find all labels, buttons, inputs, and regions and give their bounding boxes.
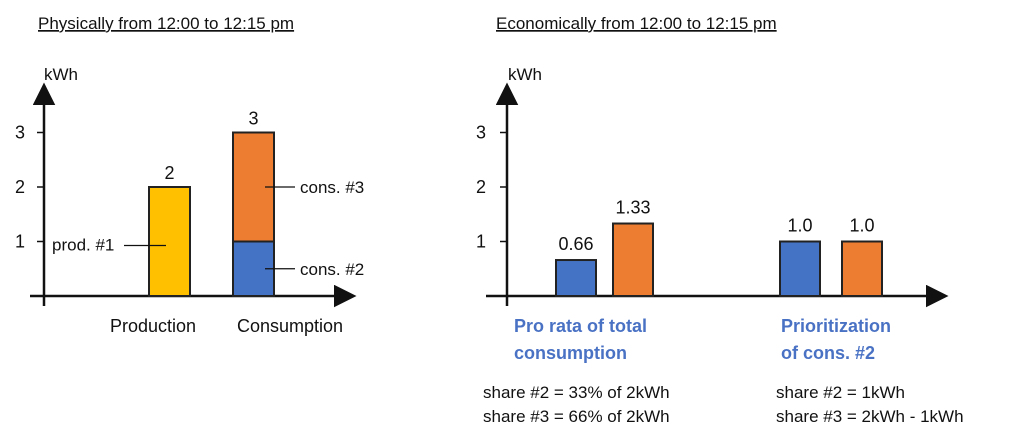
chart-marks: 1 2 3 2 3 prod. #1 cons. #3 cons. #2 1 2 3 0.66 1.33… bbox=[15, 82, 949, 308]
group1-label-line2: consumption bbox=[514, 343, 627, 363]
production-total-label: 2 bbox=[164, 163, 174, 183]
group2-label-line2: of cons. #2 bbox=[781, 343, 875, 363]
left-category-label-production: Production bbox=[110, 316, 196, 336]
group1-note1: share #2 = 33% of 2kWh bbox=[483, 383, 670, 402]
group2-bar-2-value-label: 1.0 bbox=[849, 216, 874, 236]
group2-note2: share #3 = 2kWh - 1kWh bbox=[776, 407, 964, 426]
group1-bar-1-value-label: 0.66 bbox=[558, 234, 593, 254]
consumption-total-label: 3 bbox=[248, 109, 258, 129]
left-y-tick-label-1: 1 bbox=[15, 232, 25, 252]
group2-bar-1-value-label: 1.0 bbox=[787, 216, 812, 236]
annotation-prod-1: prod. #1 bbox=[52, 236, 114, 255]
group2-note1: share #2 = 1kWh bbox=[776, 383, 905, 402]
production-bar-prod-1 bbox=[148, 186, 191, 297]
group1-bar-1 bbox=[555, 259, 597, 297]
group1-note2: share #3 = 66% of 2kWh bbox=[483, 407, 670, 426]
right-y-tick-label-3: 3 bbox=[476, 123, 486, 143]
right-y-tick-label-1: 1 bbox=[476, 232, 486, 252]
left-y-unit-label: kWh bbox=[44, 65, 78, 84]
annotation-cons-3: cons. #3 bbox=[300, 178, 364, 197]
group1-bar-2-value-label: 1.33 bbox=[615, 198, 650, 218]
annotation-cons-2: cons. #2 bbox=[300, 260, 364, 279]
group1-bar-2 bbox=[612, 222, 654, 297]
right-y-unit-label: kWh bbox=[508, 65, 542, 84]
group2-label-line1: Prioritization bbox=[781, 316, 891, 336]
left-panel-title: Physically from 12:00 to 12:15 pm bbox=[38, 14, 294, 33]
left-category-label-consumption: Consumption bbox=[237, 316, 343, 336]
right-y-tick-label-2: 2 bbox=[476, 177, 486, 197]
group2-bar-2 bbox=[841, 240, 883, 297]
left-y-tick-label-2: 2 bbox=[15, 177, 25, 197]
left-y-tick-label-3: 3 bbox=[15, 123, 25, 143]
right-panel-title: Economically from 12:00 to 12:15 pm bbox=[496, 14, 777, 33]
group2-bar-1 bbox=[779, 240, 821, 297]
group1-label-line1: Pro rata of total bbox=[514, 316, 647, 336]
